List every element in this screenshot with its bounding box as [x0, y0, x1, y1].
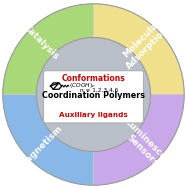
- Wedge shape: [94, 4, 184, 94]
- Circle shape: [3, 4, 184, 185]
- Text: Coordination Polymers: Coordination Polymers: [42, 91, 145, 100]
- Text: Auxiliary ligands: Auxiliary ligands: [59, 112, 128, 119]
- Text: Luminescent
Sensors: Luminescent Sensors: [116, 117, 176, 177]
- Text: Molecular
Adsorptions: Molecular Adsorptions: [117, 14, 174, 71]
- Wedge shape: [94, 94, 184, 185]
- Text: $(COOH)_n$: $(COOH)_n$: [69, 81, 96, 90]
- Text: Catalysis: Catalysis: [22, 23, 61, 62]
- Text: Magnetism: Magnetism: [18, 124, 64, 170]
- Text: n = 1,2,3,4,6: n = 1,2,3,4,6: [80, 87, 118, 92]
- Wedge shape: [3, 4, 94, 94]
- FancyBboxPatch shape: [44, 71, 143, 123]
- Wedge shape: [3, 94, 94, 185]
- Text: Conformations: Conformations: [62, 74, 125, 83]
- Circle shape: [36, 37, 151, 152]
